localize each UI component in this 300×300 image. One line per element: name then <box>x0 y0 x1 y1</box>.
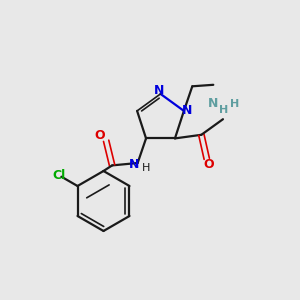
Text: N: N <box>129 158 139 171</box>
Text: O: O <box>203 158 214 171</box>
Text: Cl: Cl <box>52 169 66 182</box>
Text: H: H <box>219 105 228 115</box>
Text: N: N <box>208 97 218 110</box>
Text: H: H <box>142 164 150 173</box>
Text: O: O <box>94 129 105 142</box>
Text: N: N <box>154 84 164 98</box>
Text: N: N <box>182 104 193 117</box>
Text: H: H <box>230 99 239 109</box>
